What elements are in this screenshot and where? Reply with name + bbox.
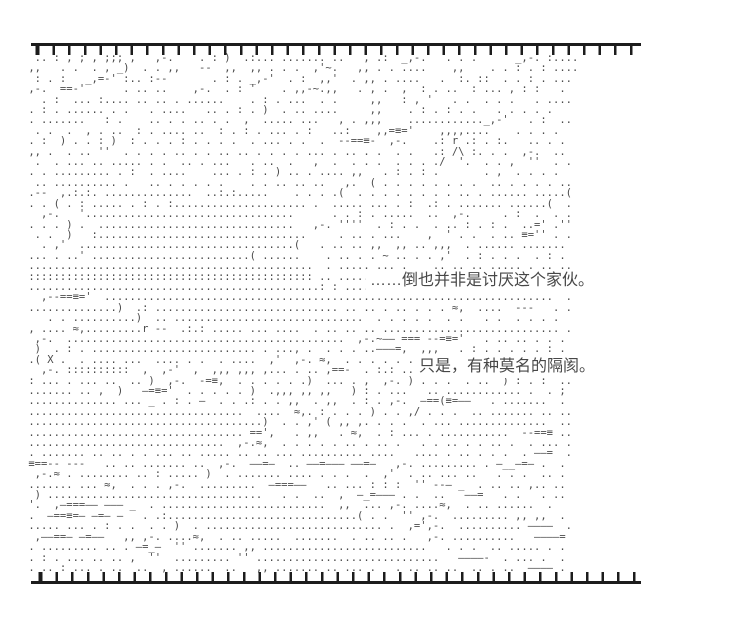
dialogue-line-2: 只是，有种莫名的隔阂。 [415,356,600,378]
ascii-art: .. : , ; , ;;; , ,-. . : ) .:... .......… [28,52,579,574]
bottom-tick-border [31,572,641,584]
dialogue-line-1: ……倒也并非是讨厌这个家伙。 [366,270,599,292]
top-tick-border [31,43,641,55]
